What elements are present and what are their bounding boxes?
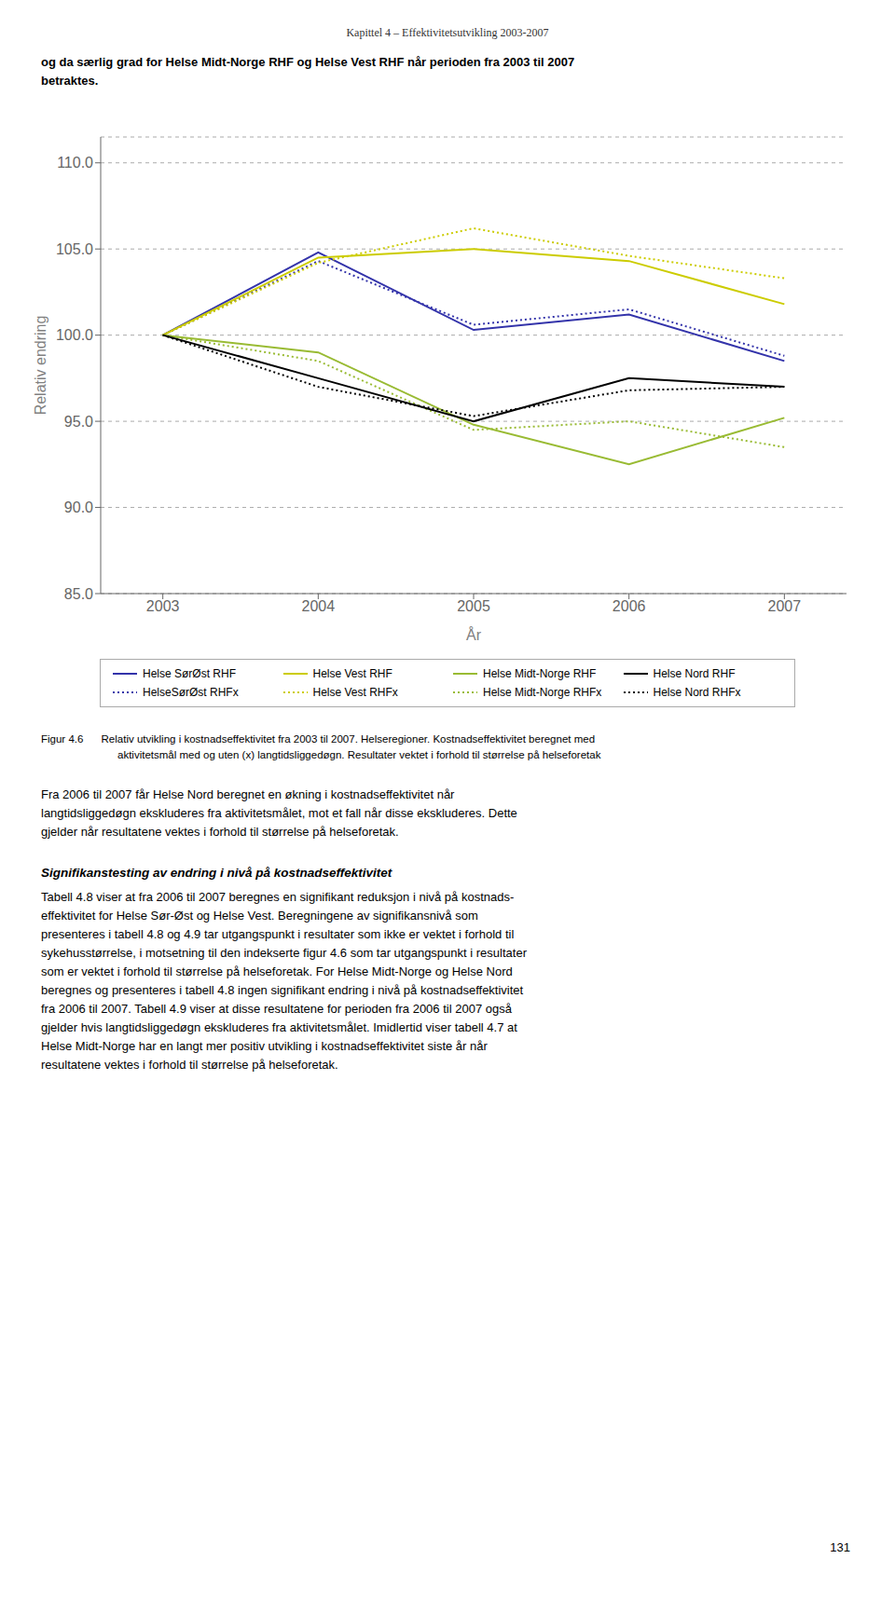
html-text:Figur 4.6 Relativ utvikling i: Figur 4.6 Relativ utvikling i kostnadsef… xyxy=(41,733,595,745)
html-text:Helse Midt-Norge RHFx: Helse Midt-Norge RHFx xyxy=(482,686,602,700)
html-text:Helse Vest RHFx: Helse Vest RHFx xyxy=(312,686,398,700)
html-text:HelseSørØst RHFx: HelseSørØst RHFx xyxy=(142,686,239,700)
svg-text:2007: 2007 xyxy=(768,598,802,615)
svg-text:95.0: 95.0 xyxy=(64,413,94,430)
svg-text:År: År xyxy=(466,626,482,644)
svg-text:100.0: 100.0 xyxy=(55,327,94,344)
html-text:Helse Midt-Norge RHF: Helse Midt-Norge RHF xyxy=(482,667,597,681)
svg-text:105.0: 105.0 xyxy=(55,241,94,258)
html-text:betraktes.: betraktes. xyxy=(41,73,99,88)
html-text:effektivitet for Helse Sør-Øst: effektivitet for Helse Sør-Øst og Helse … xyxy=(41,908,478,923)
svg-text:2004: 2004 xyxy=(302,598,336,615)
html-text:presenteres i tabell 4.8 og 4.: presenteres i tabell 4.8 og 4.9 tar utga… xyxy=(41,927,514,942)
html-text:Helse SørØst RHF: Helse SørØst RHF xyxy=(142,667,236,681)
html-text:Fra 2006 til 2007 får Helse No: Fra 2006 til 2007 får Helse Nord beregne… xyxy=(41,787,455,802)
html-text:Helse Midt-Norge har en langt: Helse Midt-Norge har en langt mer positi… xyxy=(41,1039,488,1054)
html-text:Helse Nord RHFx: Helse Nord RHFx xyxy=(653,686,741,700)
svg-text:110.0: 110.0 xyxy=(56,154,94,171)
html-text:Helse Vest RHF: Helse Vest RHF xyxy=(312,667,393,681)
html-text:langtidsliggedøgn ekskluderes: langtidsliggedøgn ekskluderes fra aktivi… xyxy=(41,806,518,821)
html-text:aktivitetsmål med og uten (x): aktivitetsmål med og uten (x) langtidsli… xyxy=(117,749,601,761)
html-text:som er vektet i forhold til st: som er vektet i forhold til størrelse på… xyxy=(41,964,513,979)
html-text:131: 131 xyxy=(830,1541,851,1556)
svg-text:2006: 2006 xyxy=(612,598,647,615)
html-text:beregnes og presenteres i tabe: beregnes og presenteres i tabell 4.8 ing… xyxy=(41,983,524,998)
html-text:Tabell 4.8 viser at fra 2006 t: Tabell 4.8 viser at fra 2006 til 2007 be… xyxy=(41,890,514,905)
svg-text:2003: 2003 xyxy=(146,598,180,615)
svg-text:90.0: 90.0 xyxy=(64,499,94,516)
svg-text:2005: 2005 xyxy=(456,598,491,615)
html-text:resultatene vektes i forhold t: resultatene vektes i forhold til størrel… xyxy=(41,1058,339,1073)
html-text:sykehusstørrelse, i motsetning: sykehusstørrelse, i motsetning til den i… xyxy=(41,946,527,961)
html-text:fra 2006 til 2007. Tabell 4.9: fra 2006 til 2007. Tabell 4.9 viser at d… xyxy=(41,1002,512,1017)
html-text:gjelder når resultatene vektes: gjelder når resultatene vektes i forhold… xyxy=(41,825,399,840)
html-text:Kapittel 4 – Effektivitetsutvi: Kapittel 4 – Effektivitetsutvikling 2003… xyxy=(346,26,549,40)
html-text:Signifikanstesting av endring: Signifikanstesting av endring i nivå på … xyxy=(41,866,392,881)
html-text:og da særlig grad for Helse Mi: og da særlig grad for Helse Midt-Norge R… xyxy=(41,55,575,69)
html-text:gjelder hvis langtidsliggedøgn: gjelder hvis langtidsliggedøgn ekskluder… xyxy=(41,1020,518,1035)
svg-text:Relativ endring: Relativ endring xyxy=(32,316,49,416)
svg-text:85.0: 85.0 xyxy=(64,586,94,603)
html-text:Helse Nord RHF: Helse Nord RHF xyxy=(653,667,736,681)
